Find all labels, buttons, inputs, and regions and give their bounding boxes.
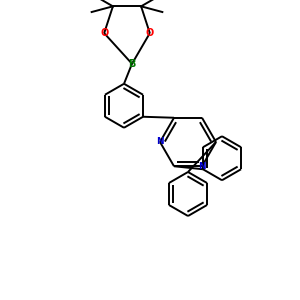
Text: N: N — [198, 162, 206, 171]
Text: B: B — [128, 59, 136, 69]
Text: O: O — [100, 28, 108, 38]
Text: N: N — [156, 137, 164, 146]
Text: O: O — [146, 28, 154, 38]
